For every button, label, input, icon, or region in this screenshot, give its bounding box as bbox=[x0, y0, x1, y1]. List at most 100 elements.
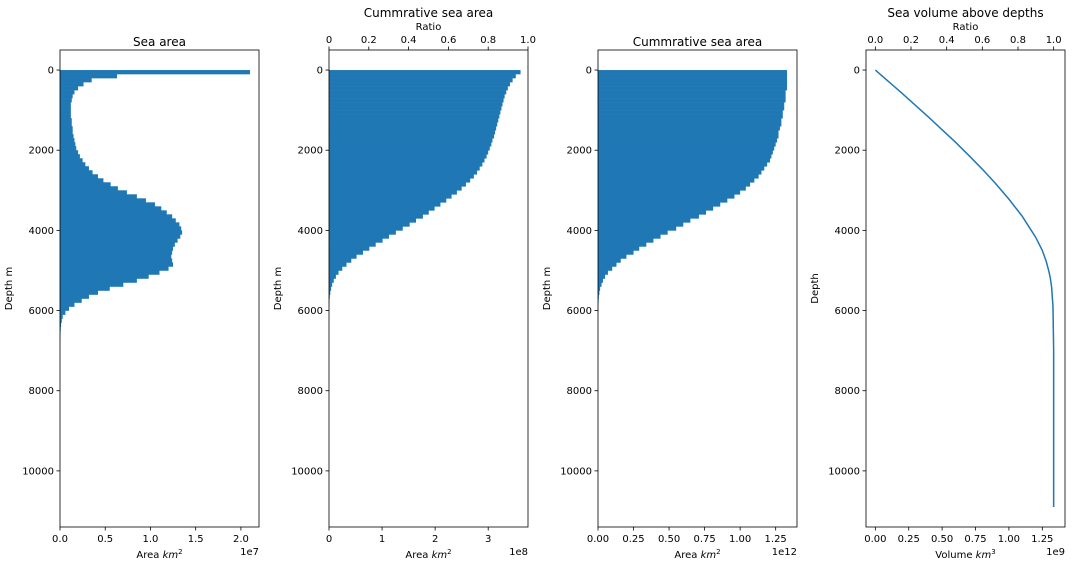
x-tick-label: 1.00 bbox=[729, 534, 751, 545]
axes-frame bbox=[59, 49, 260, 528]
bar bbox=[329, 154, 487, 159]
bar bbox=[329, 86, 508, 91]
bar bbox=[329, 150, 489, 155]
y-tick-label: 0 bbox=[586, 66, 592, 77]
x-tick-label: 0.00 bbox=[864, 534, 886, 545]
y-tick-label: 2000 bbox=[567, 146, 592, 157]
bar bbox=[329, 258, 352, 263]
x-tick-label: 1 bbox=[379, 534, 385, 545]
bar bbox=[60, 258, 173, 263]
bar bbox=[60, 250, 173, 255]
bar bbox=[598, 178, 755, 183]
bar bbox=[598, 214, 699, 219]
bar bbox=[598, 194, 735, 199]
bar bbox=[329, 174, 474, 179]
y-tick-label: 6000 bbox=[298, 306, 323, 317]
bar bbox=[598, 70, 788, 75]
bar bbox=[60, 146, 77, 151]
bar bbox=[598, 218, 691, 223]
bar bbox=[60, 318, 62, 323]
x-axis-label: Volume km3 bbox=[935, 548, 995, 561]
bar bbox=[598, 86, 788, 91]
top-x-tick-label: 0.6 bbox=[974, 35, 990, 46]
bar bbox=[60, 126, 73, 131]
x-tick-label: 0.50 bbox=[658, 534, 680, 545]
top-x-tick-label: 0.2 bbox=[361, 35, 377, 46]
top-x-axis-label: Ratio bbox=[416, 22, 442, 33]
x-tick-label: 1.0 bbox=[143, 534, 159, 545]
bar bbox=[60, 278, 137, 283]
bar bbox=[598, 126, 780, 131]
chart-title: Sea area bbox=[133, 35, 186, 49]
x-tick-label: 0.5 bbox=[97, 534, 113, 545]
bar bbox=[329, 194, 452, 199]
y-tick-label: 8000 bbox=[298, 386, 323, 397]
bar bbox=[329, 102, 503, 107]
bar bbox=[329, 250, 363, 255]
bar bbox=[60, 290, 98, 295]
bar bbox=[598, 286, 601, 291]
bar bbox=[598, 146, 775, 151]
bar bbox=[60, 234, 181, 239]
x-tick-label: 0.00 bbox=[587, 534, 609, 545]
bar bbox=[329, 122, 498, 127]
x-tick-label: 2 bbox=[432, 534, 438, 545]
series-line bbox=[874, 69, 1055, 507]
bar bbox=[60, 170, 93, 175]
bar bbox=[60, 106, 71, 111]
bar bbox=[329, 262, 347, 267]
bar bbox=[329, 74, 516, 79]
bar bbox=[60, 286, 110, 291]
x-tick-label: 0.25 bbox=[622, 534, 644, 545]
chart-panel-2: 0 1 2 3 0 2000 4000 6000 8000 10000 Area km2 1e8 Dep… bbox=[273, 6, 536, 561]
bar bbox=[598, 202, 721, 207]
bar bbox=[598, 258, 621, 263]
bar bbox=[329, 162, 483, 167]
bar bbox=[60, 94, 73, 99]
bar bbox=[329, 138, 493, 143]
bar bbox=[598, 206, 714, 211]
y-tick-label: 2000 bbox=[29, 146, 54, 157]
chart-panel-3: 0.00 0.25 0.50 0.75 1.00 1.25 0 2000 4000 6000 800… bbox=[542, 35, 798, 561]
bar bbox=[329, 182, 466, 187]
bar bbox=[60, 266, 169, 271]
bar bbox=[60, 222, 180, 227]
bar bbox=[329, 206, 435, 211]
bar bbox=[329, 270, 339, 275]
bar bbox=[60, 114, 71, 119]
bar bbox=[598, 278, 603, 283]
bar bbox=[60, 194, 137, 199]
bar bbox=[598, 230, 668, 235]
y-axis-label: Depth bbox=[810, 273, 821, 303]
bar bbox=[598, 122, 782, 127]
bar bbox=[598, 282, 602, 287]
bar bbox=[60, 90, 75, 95]
bar bbox=[598, 142, 776, 147]
axes-frame bbox=[865, 49, 1066, 528]
bar bbox=[329, 126, 497, 131]
bar bbox=[598, 262, 617, 267]
chart-title: Cummrative sea area bbox=[633, 35, 763, 49]
x-axis-offset: 1e12 bbox=[772, 547, 797, 558]
bar bbox=[329, 254, 357, 259]
y-tick-label: 2000 bbox=[298, 146, 323, 157]
bar bbox=[60, 150, 79, 155]
y-tick-label: 10000 bbox=[828, 466, 860, 477]
bar bbox=[60, 102, 71, 107]
top-x-tick-label: 0.8 bbox=[1010, 35, 1026, 46]
y-tick-label: 0 bbox=[48, 66, 54, 77]
bar bbox=[329, 266, 343, 271]
bar bbox=[598, 130, 779, 135]
x-tick-label: 0.75 bbox=[964, 534, 986, 545]
x-axis-label: Area km2 bbox=[136, 548, 182, 561]
y-tick-label: 4000 bbox=[298, 226, 323, 237]
bar bbox=[60, 218, 176, 223]
y-axis-label: Depth m bbox=[542, 267, 553, 310]
x-axis-offset: 1e7 bbox=[240, 547, 259, 558]
bar bbox=[598, 226, 677, 231]
top-x-axis-label: Ratio bbox=[953, 22, 979, 33]
y-tick-label: 10000 bbox=[22, 466, 54, 477]
x-tick-label: 0.0 bbox=[52, 534, 68, 545]
bar bbox=[329, 226, 403, 231]
x-tick-label: 0 bbox=[326, 534, 332, 545]
